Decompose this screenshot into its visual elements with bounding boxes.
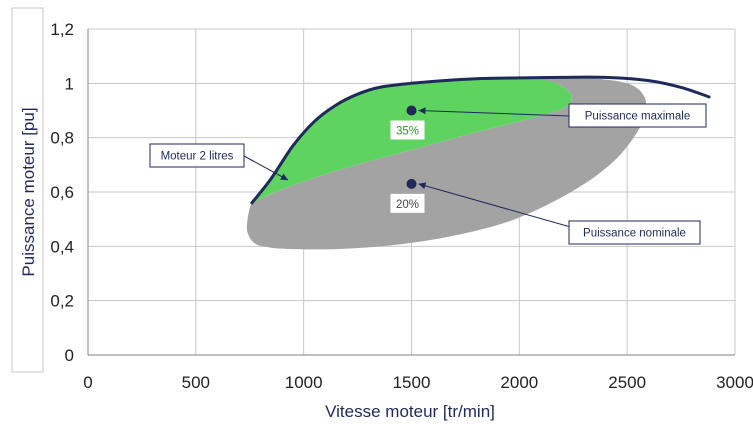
y-tick-label: 0,2 xyxy=(50,292,74,311)
x-tick-label: 2500 xyxy=(608,373,646,392)
x-tick-label: 1000 xyxy=(285,373,323,392)
max-power-callout-leader-line xyxy=(418,110,570,117)
y-axis-title-box: Puissance moteur [pu] xyxy=(11,7,44,373)
operating-zones xyxy=(246,77,647,250)
pct-label: 20% xyxy=(396,199,419,211)
max-power-callout-box xyxy=(568,103,707,128)
pct-label-box xyxy=(390,120,425,140)
nominal-power-callout-leader-line xyxy=(418,183,575,229)
x-tick-label: 3000 xyxy=(716,373,753,392)
y-tick-label: 1,2 xyxy=(50,20,74,39)
x-tick-label: 0 xyxy=(83,373,92,392)
nominal-power-callout-label: Puissance nominale xyxy=(583,228,686,240)
y-tick-label: 0,4 xyxy=(50,237,74,256)
axes xyxy=(87,29,735,356)
green-operating-zone xyxy=(253,77,572,205)
point-puissance-maximale xyxy=(406,105,417,116)
x-tick-label: 2000 xyxy=(500,373,538,392)
envelope-layer xyxy=(250,75,711,205)
pct-label: 35% xyxy=(396,126,419,138)
points-layer: 35% 20% xyxy=(390,105,425,213)
x-axis-title: Vitesse moteur [tr/min] xyxy=(325,402,495,421)
envelope-callout-leader-line xyxy=(243,155,289,181)
x-tick-label: 1500 xyxy=(393,373,431,392)
nominal-power-callout-arrowhead xyxy=(418,182,427,190)
envelope-callout-label: Moteur 2 litres xyxy=(161,151,234,163)
y-tick-label: 0,8 xyxy=(50,129,74,148)
y-tick-label: 1 xyxy=(65,74,74,93)
point-puissance-nominale xyxy=(406,178,417,189)
pct-label-box xyxy=(390,193,425,213)
nominal-power-callout-box xyxy=(568,220,701,245)
envelope-callout-box xyxy=(149,143,245,168)
grey-operating-zone xyxy=(246,77,647,250)
y-tick-label: 0,6 xyxy=(50,183,74,202)
envelope-callout-arrowhead xyxy=(280,173,288,180)
max-power-callout-arrowhead xyxy=(418,107,426,115)
y-axis-title: Puissance moteur [pu] xyxy=(19,107,38,276)
max-power-callout-label: Puissance maximale xyxy=(585,111,690,123)
engine-power-envelope-line xyxy=(250,75,711,205)
callouts: Moteur 2 litres Puissance maximale Puissan… xyxy=(149,103,707,245)
y-tick-label: 0 xyxy=(65,346,74,365)
tick-labels: 0 500 1000 1500 2000 2500 3000 0 0,2 0,4 0,6 0,8 1 1,… xyxy=(50,20,753,392)
x-tick-label: 500 xyxy=(182,373,210,392)
